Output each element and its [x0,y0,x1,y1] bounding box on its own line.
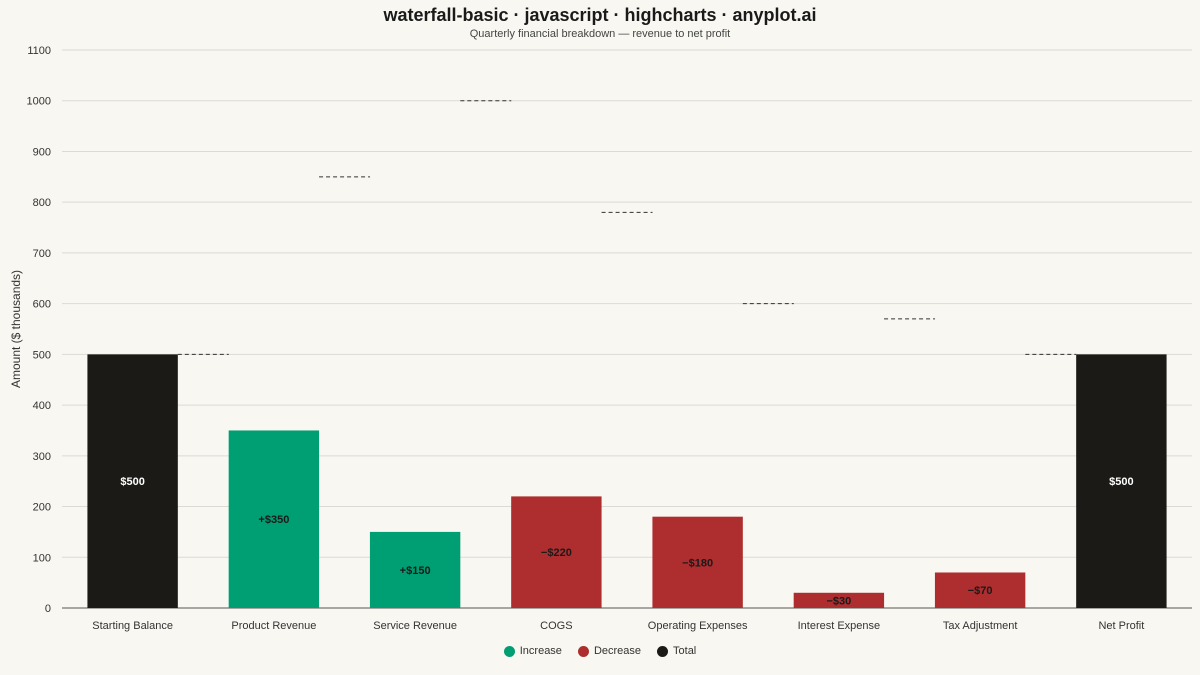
x-tick-label: Net Profit [1098,620,1144,632]
data-label: +$150 [400,565,431,577]
y-tick-label: 700 [33,248,51,260]
y-tick-label: 900 [33,146,51,158]
data-label: $500 [1109,476,1133,488]
y-tick-label: 100 [33,552,51,564]
legend-swatch [577,645,589,657]
data-label: $500 [120,476,144,488]
bar-decrease [934,572,1026,608]
data-label: −$180 [682,557,713,569]
bar-total [1076,354,1167,608]
chart-title: waterfall-basic · javascript · highchart… [383,5,817,25]
legend-label: Decrease [593,645,642,657]
bar-decrease [652,516,743,608]
y-tick-label: 500 [33,349,51,361]
bar-increase [228,430,320,608]
chart-subtitle: Quarterly financial breakdown — revenue … [469,28,731,40]
x-tick-label: Interest Expense [798,620,881,632]
x-tick-label: Service Revenue [373,620,457,632]
x-tick-label: Product Revenue [231,620,316,632]
legend-swatch [503,645,515,657]
legend-swatch [657,645,669,657]
legend-item-decrease[interactable]: Decrease [577,645,642,657]
legend-label: Increase [519,645,562,657]
y-axis-title: Amount ($ thousands) [9,270,23,388]
bar-decrease [793,592,885,608]
bar-decrease [511,496,602,608]
legend-item-total[interactable]: Total [657,645,696,657]
x-tick-label: Starting Balance [92,620,173,632]
x-tick-label: Tax Adjustment [943,620,1018,632]
y-tick-label: 1000 [27,96,51,108]
y-tick-label: 1100 [27,45,51,57]
bar-increase [369,531,461,608]
y-tick-label: 400 [33,400,51,412]
data-label: −$70 [968,585,993,597]
y-tick-label: 300 [33,451,51,463]
data-label: +$350 [258,514,289,526]
y-tick-label: 200 [33,502,51,514]
y-tick-label: 0 [45,603,51,615]
legend-item-increase[interactable]: Increase [503,645,562,657]
x-tick-label: COGS [540,620,572,632]
data-label: −$220 [541,547,572,559]
legend: Increase Decrease Total [0,645,1200,657]
bar-total [87,354,178,608]
y-tick-label: 800 [33,197,51,209]
y-tick-label: 600 [33,299,51,311]
x-tick-label: Operating Expenses [648,620,748,632]
legend-label: Total [673,645,697,657]
data-label: −$30 [826,595,851,607]
